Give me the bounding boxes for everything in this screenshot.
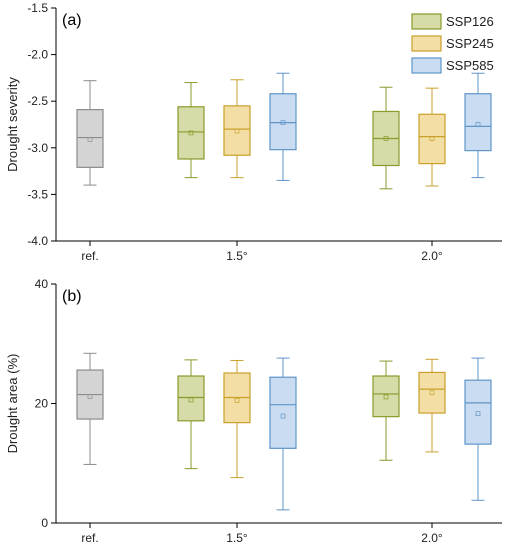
mean-marker (188, 397, 194, 403)
box-ssp126-1 (177, 82, 205, 179)
mean-marker (429, 390, 435, 396)
mean-marker (280, 120, 286, 125)
box-ssp245-1 (223, 79, 251, 179)
legend-swatch (411, 13, 442, 30)
iqr-box (177, 106, 205, 160)
iqr-box (177, 375, 205, 422)
x-tick-label: 2.0° (421, 249, 443, 263)
box-ssp585-2 (464, 357, 492, 501)
iqr-box (76, 108, 104, 168)
legend-label: SSP126 (446, 14, 494, 29)
y-tick-label: 20 (35, 397, 49, 411)
mean-marker (429, 136, 435, 141)
mean-marker (280, 413, 286, 419)
x-tick-label: 1.5° (226, 531, 248, 545)
y-tick-label: 0 (41, 516, 48, 530)
box-ssp585-1 (269, 72, 297, 181)
mean-marker (383, 394, 389, 400)
y-tick-label: -3.0 (27, 141, 48, 155)
mean-marker (188, 130, 194, 136)
box-ssp126-1 (177, 359, 205, 470)
panel-b: 0 20 40 ref. 1.5° 2.0° Drought area (%) (b) (5, 277, 502, 545)
mean-marker (475, 122, 481, 127)
legend-label: SSP585 (446, 58, 494, 73)
iqr-box (418, 113, 446, 165)
y-tick-label: 40 (35, 277, 49, 291)
mean-marker (87, 393, 93, 399)
legend-entry-ssp585: SSP585 (411, 57, 494, 74)
legend-swatch (411, 35, 442, 52)
box-ssp245-2 (418, 358, 446, 453)
box-ref-0 (76, 80, 104, 186)
legend: SSP126 SSP245 SSP585 (411, 13, 494, 74)
iqr-box (464, 379, 492, 445)
x-tick-label: 2.0° (421, 531, 443, 545)
iqr-box (223, 105, 251, 156)
y-tick-label: -2.5 (27, 94, 48, 108)
y-axis-label: Drought severity (5, 77, 20, 172)
y-tick-label: -4.0 (27, 234, 48, 248)
y-tick-label: -3.5 (27, 187, 48, 201)
panel-label: (b) (62, 288, 82, 305)
iqr-box (418, 371, 446, 414)
mean-marker (383, 136, 389, 141)
box-ssp585-2 (464, 72, 492, 179)
iqr-box (372, 375, 400, 418)
mean-marker (234, 128, 240, 134)
panel-a: -4.0 -3.5 -3.0 -2.5 -2.0 -1.5 ref. 1.5° 2.0° Drou… (5, 1, 502, 263)
y-tick-label: -1.5 (27, 1, 48, 15)
box-ssp245-1 (223, 359, 251, 479)
box-ref-0 (76, 352, 104, 465)
box-ssp126-2 (372, 86, 400, 190)
box-ssp126-2 (372, 360, 400, 461)
legend-entry-ssp245: SSP245 (411, 35, 494, 52)
x-tick-label: ref. (81, 531, 98, 545)
legend-swatch (411, 57, 442, 74)
mean-marker (234, 398, 240, 403)
box-ssp245-2 (418, 87, 446, 187)
legend-entry-ssp126: SSP126 (411, 13, 494, 30)
legend-label: SSP245 (446, 36, 494, 51)
y-tick-label: -2.0 (27, 48, 48, 62)
mean-marker (87, 137, 93, 142)
y-axis-label: Drought area (%) (5, 354, 20, 454)
iqr-box (269, 376, 297, 449)
mean-marker (475, 411, 481, 417)
panel-label: (a) (62, 12, 82, 29)
x-tick-label: ref. (81, 249, 98, 263)
box-ssp585-1 (269, 357, 297, 511)
iqr-box (269, 93, 297, 151)
x-tick-label: 1.5° (226, 249, 248, 263)
